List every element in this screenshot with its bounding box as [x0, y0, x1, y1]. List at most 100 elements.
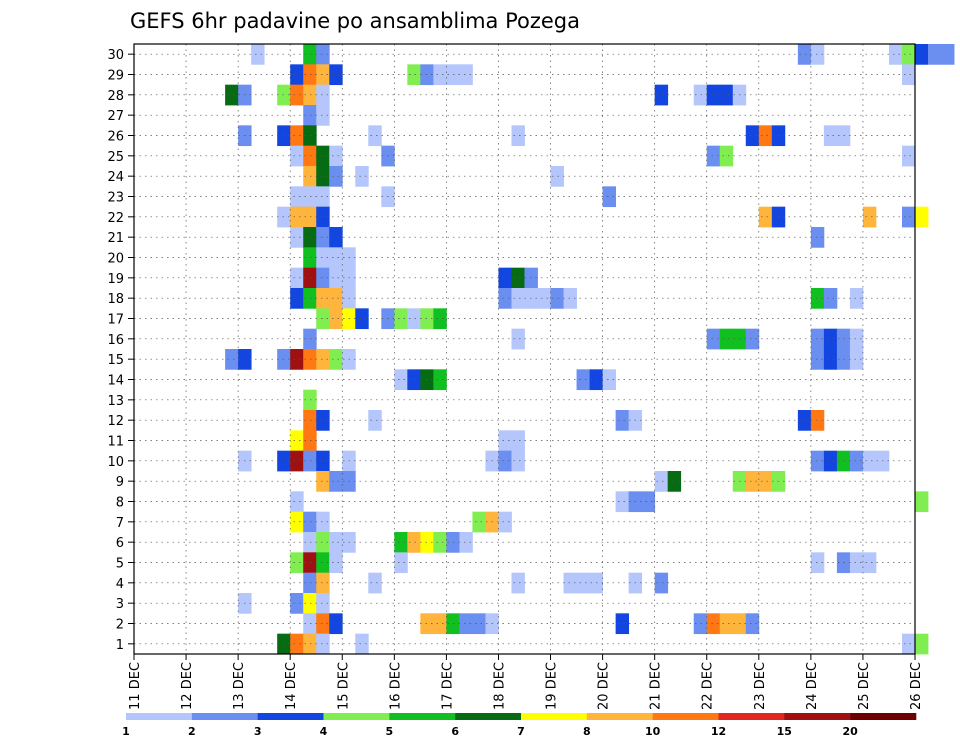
colorbar-swatch	[389, 713, 456, 720]
heatmap-cell	[303, 44, 317, 65]
heatmap-cell	[550, 166, 564, 187]
x-tick-label: 17 DEC	[440, 662, 455, 710]
heatmap-cell	[758, 125, 773, 147]
heatmap-cell	[433, 369, 447, 391]
heatmap-cell	[329, 552, 343, 574]
y-tick-label: 27	[107, 109, 124, 124]
heatmap-cell	[602, 186, 617, 208]
heatmap-cell	[511, 328, 525, 350]
heatmap-cell	[810, 328, 825, 350]
heatmap-cell	[225, 84, 239, 106]
y-tick-label: 4	[116, 577, 124, 592]
heatmap-cell	[797, 410, 812, 431]
colorbar-legend: 1 2 3 4 5 6 7 8 10 12 15 20	[122, 713, 917, 738]
heatmap-cell	[316, 105, 330, 126]
heatmap-cell	[706, 613, 721, 635]
heatmap-cell	[511, 267, 525, 289]
colorbar-swatch	[126, 713, 193, 720]
heatmap-cell	[316, 552, 330, 574]
heatmap-cell	[316, 227, 330, 248]
heatmap-cell	[303, 166, 317, 187]
heatmap-cell	[862, 206, 877, 228]
heatmap-cell	[303, 105, 317, 126]
colorbar-label: 1	[122, 725, 130, 738]
y-tick-label: 5	[116, 557, 124, 572]
y-tick-label: 25	[107, 150, 124, 165]
heatmap-cell	[316, 206, 330, 228]
grid-lines	[134, 44, 915, 654]
heatmap-cell	[290, 125, 304, 147]
heatmap-cell	[355, 308, 369, 330]
heatmap-cell	[706, 145, 721, 167]
heatmap-cell	[316, 450, 330, 472]
heatmap-cell	[290, 450, 304, 472]
heatmap-cell	[316, 471, 330, 492]
heatmap-cell	[719, 84, 734, 106]
heatmap-cell	[511, 125, 525, 147]
heatmap-cell	[394, 308, 408, 330]
colorbar-label: 10	[645, 725, 661, 738]
colorbar-swatch	[784, 713, 851, 720]
heatmap-cell	[329, 471, 343, 492]
heatmap-cell	[823, 450, 838, 472]
heatmap-cell	[355, 166, 369, 187]
heatmap-cell	[576, 369, 590, 391]
heatmap-cell	[316, 613, 330, 635]
heatmap-cell	[329, 288, 343, 309]
x-tick-label: 13 DEC	[232, 662, 247, 710]
heatmap-cell	[316, 267, 330, 289]
x-axis-ticks: 11 DEC 12 DEC 13 DEC 14 DEC 15 DEC 16 DEC 17 D…	[128, 654, 924, 710]
heatmap-cell	[849, 288, 864, 309]
heatmap-cell	[303, 125, 317, 147]
heatmap-cell	[472, 613, 486, 635]
heatmap-cell	[303, 511, 317, 533]
heatmap-cell	[654, 84, 669, 106]
x-tick-label: 18 DEC	[493, 662, 508, 710]
heatmap-cell	[563, 572, 577, 594]
heatmap-cell	[316, 145, 330, 167]
y-tick-label: 18	[107, 292, 124, 307]
x-tick-label: 15 DEC	[336, 662, 351, 710]
colorbar-swatch	[455, 713, 522, 720]
heatmap-cell	[459, 64, 473, 86]
y-tick-label: 28	[107, 89, 124, 104]
y-tick-label: 29	[107, 69, 124, 84]
heatmap-cell	[654, 572, 669, 594]
heatmap-cell	[303, 267, 317, 289]
heatmap-cell	[654, 471, 669, 492]
heatmap-cell	[290, 145, 304, 167]
x-tick-label: 11 DEC	[128, 662, 143, 710]
heatmap-cell	[394, 552, 408, 574]
heatmap-cell	[745, 125, 760, 147]
y-tick-label: 26	[107, 130, 124, 145]
colorbar-label: 7	[517, 725, 525, 738]
heatmap-cell	[810, 450, 825, 472]
heatmap-cell	[459, 613, 473, 635]
x-tick-label: 14 DEC	[284, 662, 299, 710]
y-tick-label: 13	[107, 394, 124, 409]
y-tick-label: 21	[107, 231, 124, 246]
heatmap-cell	[810, 227, 825, 248]
y-tick-label: 3	[116, 597, 124, 612]
heatmap-cell	[407, 308, 421, 330]
heatmap-cell	[303, 206, 317, 228]
y-tick-label: 16	[107, 333, 124, 348]
colorbar-swatch	[521, 713, 588, 720]
heatmap-cell	[823, 328, 838, 350]
x-tick-label: 19 DEC	[545, 662, 560, 710]
heatmap-cell	[290, 227, 304, 248]
y-tick-label: 30	[107, 48, 124, 63]
heatmap-cell	[915, 633, 929, 655]
heatmap-cell	[511, 430, 525, 452]
heatmap-cell	[719, 145, 734, 167]
y-tick-label: 20	[107, 252, 124, 267]
heatmap-cell	[706, 328, 721, 350]
x-tick-label: 22 DEC	[701, 662, 716, 710]
heatmap-cell	[823, 125, 838, 147]
heatmap-cell	[693, 84, 708, 106]
heatmap-cell	[823, 288, 838, 309]
heatmap-cell	[498, 267, 512, 289]
heatmap-cell	[693, 613, 708, 635]
heatmap-cell	[303, 430, 317, 452]
heatmap-cell	[862, 450, 877, 472]
